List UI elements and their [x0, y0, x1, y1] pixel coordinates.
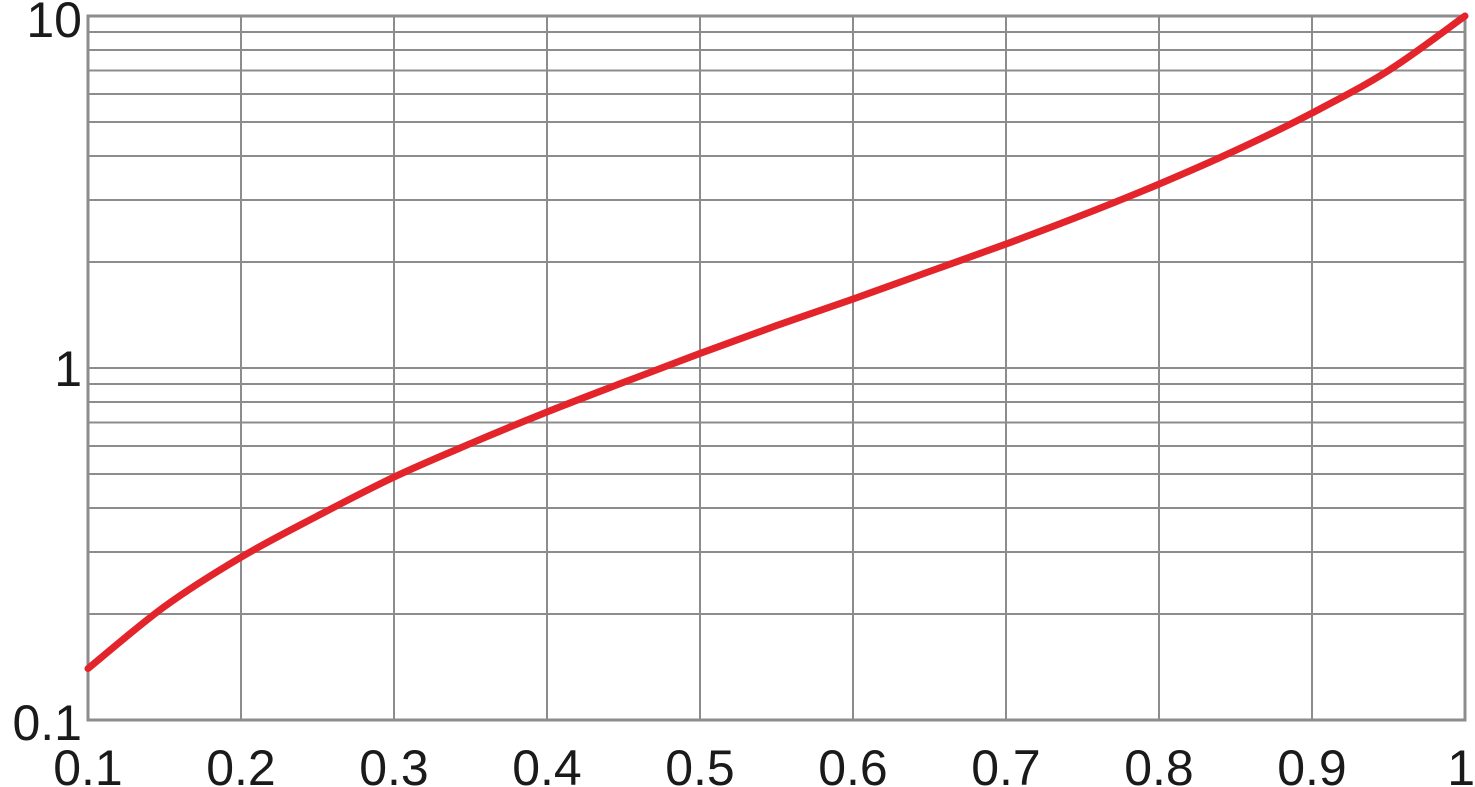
- grid: [86, 14, 1467, 722]
- series-line: [84, 12, 1469, 673]
- x-tick-label: 0.4: [512, 740, 582, 787]
- y-axis-tick-labels: 0.1 1 10: [12, 0, 82, 751]
- x-tick-label: 0.5: [665, 740, 735, 787]
- x-tick-label: 1: [1447, 740, 1475, 787]
- x-tick-label: 0.7: [971, 740, 1041, 787]
- x-tick-label: 0.6: [818, 740, 888, 787]
- x-axis-tick-labels: 0.1 0.2 0.3 0.4 0.5 0.6 0.7 0.8 0.9 1: [53, 740, 1475, 787]
- x-tick-label: 0.3: [359, 740, 429, 787]
- y-tick-label: 0.1: [12, 695, 82, 751]
- y-tick-label: 10: [26, 0, 82, 48]
- x-tick-label: 0.9: [1277, 740, 1347, 787]
- x-tick-label: 0.8: [1124, 740, 1194, 787]
- x-tick-label: 0.1: [53, 740, 123, 787]
- y-tick-label: 1: [54, 341, 82, 397]
- series-group: [84, 12, 1469, 673]
- plot-area-frame: [86, 14, 1467, 722]
- x-tick-label: 0.2: [206, 740, 276, 787]
